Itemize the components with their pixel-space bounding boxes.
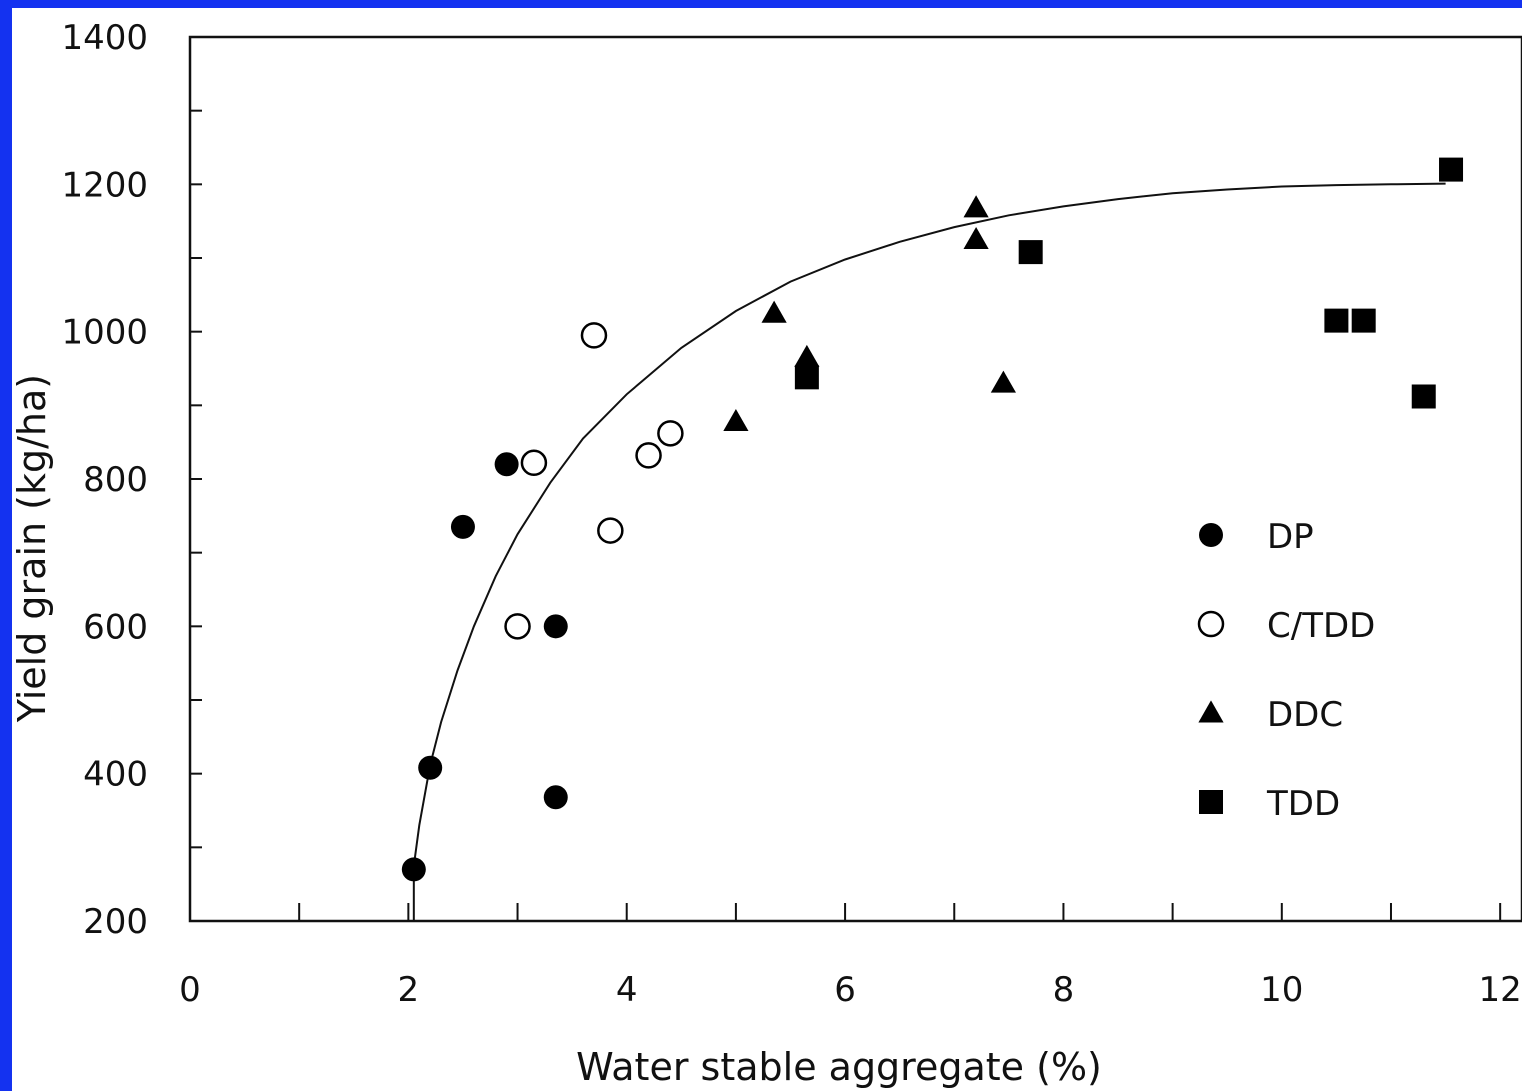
x-axis-title: Water stable aggregate (%): [576, 1045, 1102, 1089]
y-tick-label: 200: [83, 902, 148, 942]
x-tick-label: 8: [1053, 970, 1075, 1010]
y-tick-label: 1200: [61, 165, 148, 205]
point-ctdd: [580, 322, 608, 349]
y-tick-label: 1000: [61, 313, 148, 353]
point-dp: [401, 857, 426, 882]
x-tick-label: 6: [834, 970, 856, 1010]
legend-label: TDD: [1266, 784, 1340, 824]
x-tick-label: 2: [398, 970, 420, 1010]
y-tick-label: 800: [83, 460, 148, 500]
legend-label: DDC: [1267, 695, 1343, 735]
point-ddc: [963, 226, 989, 250]
y-tick-label: 1400: [61, 18, 148, 58]
y-axis-title: Yield grain (kg/ha): [12, 374, 54, 723]
point-tdd: [1439, 157, 1464, 182]
legend-marker-ctdd: [1197, 610, 1225, 638]
point-ddc: [963, 195, 989, 218]
point-dp: [543, 785, 568, 810]
point-dp: [450, 514, 475, 539]
x-tick-label: 4: [616, 970, 638, 1010]
point-ctdd: [657, 420, 684, 447]
scatter-chart: 200 400 600 800 1000 1200 1400 0 2 4 6 8 10 12 DP C/TD…: [12, 18, 1522, 1089]
x-tick-label: 0: [179, 970, 201, 1010]
chart-frame: 200 400 600 800 1000 1200 1400 0 2 4 6 8 10 12 DP C/TD…: [12, 8, 1522, 1091]
point-ddc: [990, 370, 1016, 393]
point-ctdd: [520, 449, 548, 477]
point-tdd: [1411, 384, 1436, 409]
legend-label: DP: [1267, 517, 1314, 557]
point-ddc: [794, 344, 820, 367]
point-tdd: [1324, 308, 1349, 333]
legend: DP C/TDD DDC TDD: [1197, 517, 1375, 824]
point-ddc: [723, 408, 749, 431]
x-tick-label: 12: [1479, 970, 1522, 1010]
point-tdd: [1018, 240, 1043, 265]
point-dp: [543, 614, 568, 639]
y-tick-label: 400: [83, 755, 148, 795]
legend-marker-dp: [1199, 523, 1223, 547]
legend-marker-ddc: [1198, 700, 1224, 723]
point-ctdd: [597, 517, 624, 544]
point-ddc: [761, 300, 787, 323]
point-tdd: [794, 365, 819, 390]
point-dp: [494, 452, 519, 477]
point-ctdd: [635, 442, 662, 469]
legend-label: C/TDD: [1267, 606, 1375, 646]
x-tick-label: 10: [1260, 970, 1303, 1010]
legend-marker-tdd: [1199, 790, 1223, 814]
fit-curve: [412, 182, 1446, 866]
point-ctdd: [504, 613, 531, 640]
point-tdd: [1351, 308, 1376, 333]
points-layer: [401, 157, 1464, 882]
axes-layer: 200 400 600 800 1000 1200 1400 0 2 4 6 8 10 12: [61, 18, 1522, 1010]
y-tick-label: 600: [83, 607, 148, 647]
point-dp: [418, 755, 443, 780]
